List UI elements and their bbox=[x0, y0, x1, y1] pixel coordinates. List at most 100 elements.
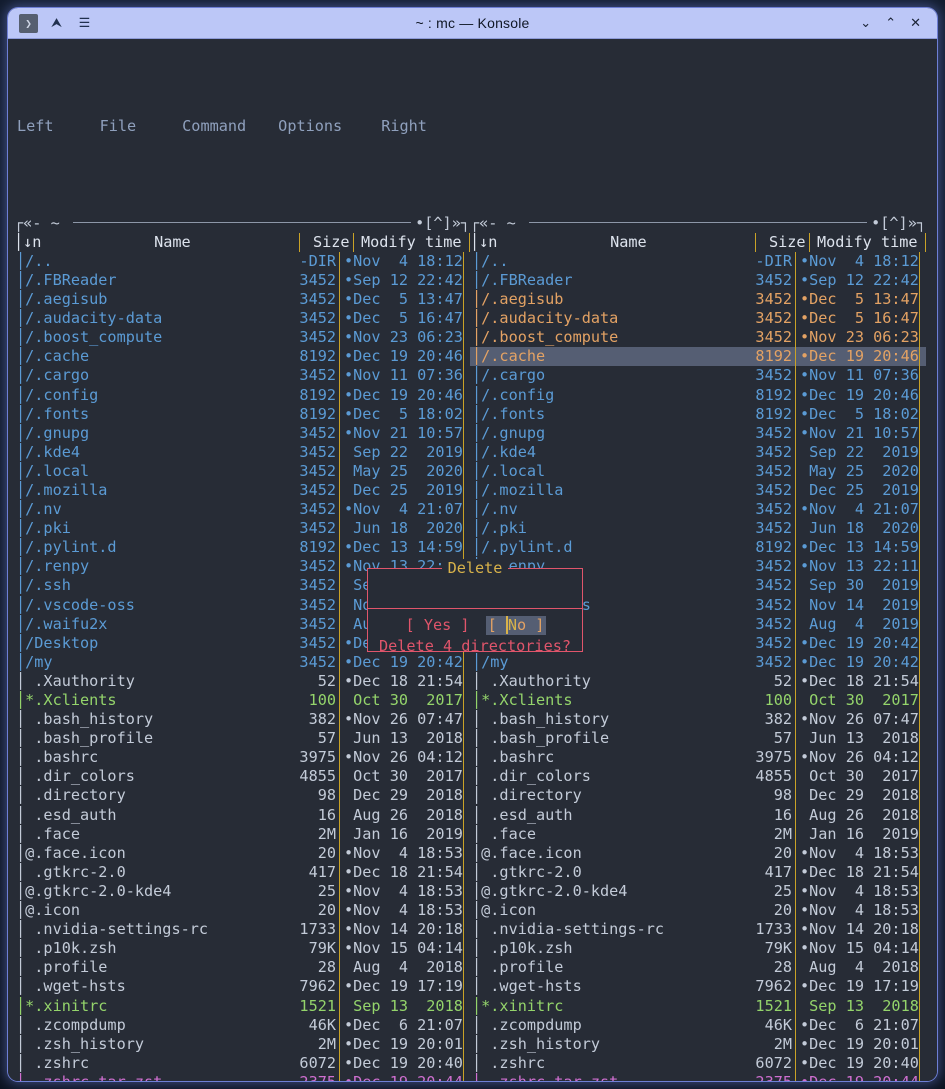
file-name[interactable]: │ .zshrc bbox=[16, 1053, 90, 1072]
file-row[interactable]: │ .zshrc 6072 •Dec 19 20:40 bbox=[470, 1053, 926, 1073]
file-row[interactable]: │/.cargo 3452 •Nov 11 07:36 bbox=[14, 366, 470, 386]
file-name[interactable]: │/.vscode-oss bbox=[16, 595, 135, 614]
close-button[interactable]: ✕ bbox=[910, 15, 921, 30]
file-row[interactable]: │ .dir_colors 4855 Oct 30 2017 bbox=[14, 767, 470, 787]
file-row[interactable]: │ .Xauthority 52 •Dec 18 21:54 bbox=[470, 671, 926, 691]
file-name[interactable]: │/.config bbox=[472, 385, 555, 404]
file-name[interactable]: │ .Xauthority bbox=[472, 671, 591, 690]
file-row[interactable]: │/.nv 3452 •Nov 4 21:07 bbox=[14, 500, 470, 520]
file-row[interactable]: │/.FBReader 3452 •Sep 12 22:42 bbox=[470, 270, 926, 291]
file-name[interactable]: │/.audacity-data bbox=[16, 309, 163, 328]
file-name[interactable]: │@.face.icon bbox=[472, 843, 582, 862]
file-name[interactable]: │ .directory bbox=[16, 786, 126, 805]
file-row[interactable]: │/.config 8192 •Dec 19 20:46 bbox=[14, 385, 470, 405]
file-name[interactable]: │ .wget-hsts bbox=[16, 977, 126, 996]
file-name[interactable]: │ .Xauthority bbox=[16, 671, 135, 690]
file-name[interactable]: │ .gtkrc-2.0 bbox=[472, 862, 582, 881]
file-name[interactable]: │@.icon bbox=[16, 901, 81, 920]
file-row[interactable]: │ .directory 98 Dec 29 2018 bbox=[14, 786, 470, 806]
file-row[interactable]: │/.audacity-data 3452 •Dec 5 16:47 bbox=[14, 309, 470, 329]
file-name[interactable]: │ .bash_history bbox=[472, 710, 610, 729]
file-row[interactable]: │ .zcompdump 46K •Dec 6 21:07 bbox=[14, 1015, 470, 1035]
file-name[interactable]: │/.fonts bbox=[472, 404, 546, 423]
file-name[interactable]: │ .bash_profile bbox=[472, 729, 610, 748]
window-titlebar[interactable]: ❯ ⮝ ☰ ~ : mc — Konsole ⌄ ⌃ ✕ bbox=[8, 8, 937, 39]
file-row[interactable]: │/.config 8192 •Dec 19 20:46 bbox=[470, 385, 926, 405]
file-name[interactable]: │ .profile bbox=[16, 958, 108, 977]
file-name[interactable]: │ .face bbox=[16, 824, 81, 843]
file-row[interactable]: │/.. -DIR •Nov 4 18:12 bbox=[470, 251, 926, 271]
file-name[interactable]: │/.local bbox=[472, 461, 546, 480]
file-row[interactable]: │/.kde4 3452 Sep 22 2019 bbox=[14, 442, 470, 462]
file-name[interactable]: │/.FBReader bbox=[16, 270, 117, 289]
file-name[interactable]: │/.cargo bbox=[472, 366, 546, 385]
file-name[interactable]: │ .directory bbox=[472, 786, 582, 805]
file-name[interactable]: │ .bashrc bbox=[472, 748, 555, 767]
file-name[interactable]: │/.waifu2x bbox=[16, 614, 108, 633]
file-name[interactable]: │*.xinitrc bbox=[16, 996, 108, 1015]
right-panel-column-headers[interactable]: │↓n Name Size Modify time bbox=[470, 232, 926, 252]
left-header-time[interactable]: Modify time bbox=[360, 232, 462, 251]
file-name[interactable]: │/my bbox=[16, 652, 53, 671]
file-name[interactable]: │/.config bbox=[16, 385, 99, 404]
menu-item-file[interactable]: File bbox=[99, 117, 137, 136]
file-name[interactable]: │ .gtkrc-2.0 bbox=[16, 862, 126, 881]
file-row[interactable]: │*.xinitrc 1521 Sep 13 2018 bbox=[14, 996, 470, 1016]
file-name[interactable]: │/Desktop bbox=[16, 633, 99, 652]
file-row[interactable]: │ .directory 98 Dec 29 2018 bbox=[470, 786, 926, 806]
file-row[interactable]: │/my 3452 •Dec 19 20:42 bbox=[470, 652, 926, 672]
file-name[interactable]: │*.Xclients bbox=[16, 691, 117, 709]
file-row[interactable]: │ .face 2M Jan 16 2019 bbox=[470, 824, 926, 844]
right-panel-scroll-hint[interactable]: •[^]»┐ bbox=[871, 213, 926, 232]
file-name[interactable]: │@.face.icon bbox=[16, 843, 126, 862]
file-name[interactable]: │/.nv bbox=[472, 500, 518, 519]
file-name[interactable]: │/.cache bbox=[16, 347, 90, 366]
right-header-size[interactable]: Size bbox=[768, 232, 806, 251]
file-name[interactable]: │/.pylint.d bbox=[16, 538, 117, 557]
file-row[interactable]: │ .wget-hsts 7962 •Dec 19 17:19 bbox=[470, 977, 926, 997]
file-row[interactable]: │ .bash_history 382 •Nov 26 07:47 bbox=[470, 710, 926, 730]
file-row[interactable]: │*.Xclients 100 Oct 30 2017 bbox=[14, 691, 470, 711]
file-row[interactable]: │ .Xauthority 52 •Dec 18 21:54 bbox=[14, 671, 470, 691]
file-name[interactable]: │@.gtkrc-2.0-kde4 bbox=[472, 881, 628, 900]
file-row[interactable]: │/.. -DIR •Nov 4 18:12 bbox=[14, 251, 470, 271]
file-row[interactable]: │ .dir_colors 4855 Oct 30 2017 bbox=[470, 767, 926, 787]
maximize-button[interactable]: ⌃ bbox=[885, 15, 897, 30]
file-name[interactable]: │ .bashrc bbox=[16, 748, 99, 767]
menu-item-options[interactable]: Options bbox=[278, 117, 343, 136]
file-row[interactable]: │ .bashrc 3975 •Nov 26 04:12 bbox=[14, 748, 470, 768]
file-row[interactable]: │ .zshrc.tar.zst2375•Dec 19 20:44 bbox=[14, 1072, 470, 1081]
file-row[interactable]: │/.audacity-data 3452 •Dec 5 16:47 bbox=[470, 309, 926, 329]
file-row[interactable]: │/.mozilla 3452 Dec 25 2019 bbox=[470, 480, 926, 501]
file-row[interactable]: │/.aegisub 3452 •Dec 5 13:47 bbox=[470, 290, 926, 310]
file-row[interactable]: │/.mozilla 3452 Dec 25 2019 bbox=[14, 480, 470, 501]
file-row[interactable]: │/.fonts 8192 •Dec 5 18:02 bbox=[14, 404, 470, 424]
file-name[interactable]: │/.nv bbox=[16, 500, 62, 519]
file-name[interactable]: │ .nvidia-settings-rc bbox=[16, 920, 209, 939]
file-row[interactable]: │*.Xclients 100 Oct 30 2017 bbox=[470, 691, 926, 711]
file-name[interactable]: │ .bash_history bbox=[16, 710, 154, 729]
file-row[interactable]: │ .bash_profile 57 Jun 13 2018 bbox=[14, 729, 470, 749]
left-panel-scroll-hint[interactable]: •[^]»┐ bbox=[415, 213, 470, 232]
file-name[interactable]: │/.kde4 bbox=[472, 442, 537, 461]
file-name[interactable]: │ .zsh_history bbox=[16, 1034, 145, 1053]
file-name[interactable]: │/.gnupg bbox=[472, 423, 546, 442]
file-row[interactable]: │/.nv 3452 •Nov 4 21:07 bbox=[470, 500, 926, 520]
sort-indicator[interactable]: │↓n bbox=[470, 232, 498, 251]
file-name[interactable]: │/.boost_compute bbox=[16, 328, 163, 347]
file-row[interactable]: │/.boost_compute 3452 •Nov 23 06:23 bbox=[14, 328, 470, 348]
file-name[interactable]: │ .dir_colors bbox=[472, 767, 591, 786]
file-name[interactable]: │ .face bbox=[472, 824, 537, 843]
terminal-prompt-icon[interactable]: ❯ bbox=[19, 13, 38, 33]
menu-item-left[interactable]: Left bbox=[17, 117, 54, 136]
file-name[interactable]: │/.boost_compute bbox=[472, 328, 619, 347]
file-row[interactable]: │/.boost_compute 3452 •Nov 23 06:23 bbox=[470, 328, 926, 348]
file-row[interactable]: │@.gtkrc-2.0-kde4 25 •Nov 4 18:53 bbox=[470, 881, 926, 902]
file-name[interactable]: │@.gtkrc-2.0-kde4 bbox=[16, 881, 172, 900]
right-panel-file-list[interactable]: │/.. -DIR •Nov 4 18:12 │/.FBReader 3452 •Sep … bbox=[470, 251, 926, 1081]
file-row[interactable]: │@.face.icon 20 •Nov 4 18:53 bbox=[14, 843, 470, 863]
file-name[interactable]: │/.renpy bbox=[16, 557, 90, 576]
file-row[interactable]: │ .gtkrc-2.0 417 •Dec 18 21:54 bbox=[470, 862, 926, 882]
file-name[interactable]: │ .zshrc.tar.zst bbox=[14, 1073, 283, 1081]
file-row[interactable]: │@.icon 20 •Nov 4 18:53 bbox=[470, 901, 926, 921]
